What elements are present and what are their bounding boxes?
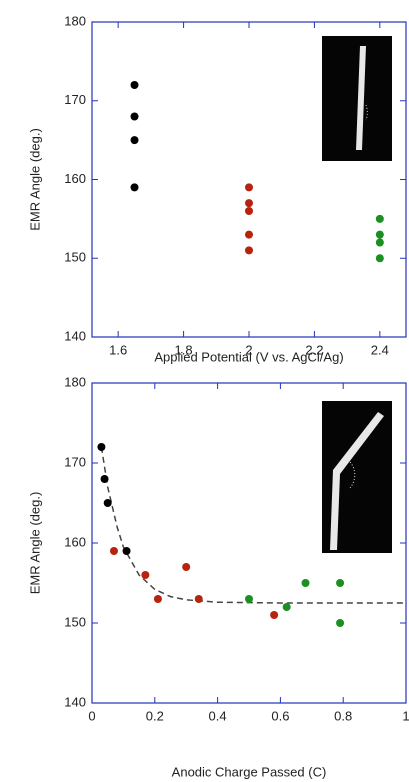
x-tick-label: 2.2 bbox=[305, 342, 323, 357]
point bbox=[103, 499, 112, 507]
fit-curve bbox=[100, 446, 406, 604]
y-tick-label: 150 bbox=[64, 250, 86, 265]
point bbox=[194, 595, 203, 603]
x-tick-label: 1 bbox=[402, 708, 409, 723]
point bbox=[301, 579, 310, 587]
point bbox=[245, 207, 253, 215]
x-tick-label: 0.4 bbox=[209, 708, 227, 723]
y-tick-label: 140 bbox=[64, 694, 86, 709]
x-tick-label: 0.6 bbox=[271, 708, 289, 723]
y-tick-label: 170 bbox=[64, 454, 86, 469]
y-tick-label: 170 bbox=[64, 92, 86, 107]
point bbox=[375, 214, 384, 223]
point bbox=[375, 230, 384, 239]
point bbox=[97, 443, 106, 451]
x-tick-label: 2.4 bbox=[371, 342, 389, 357]
point bbox=[109, 547, 118, 555]
point bbox=[130, 81, 139, 89]
y-tick-label: 180 bbox=[64, 374, 86, 389]
point bbox=[182, 563, 191, 571]
point bbox=[336, 619, 345, 627]
y-tick-label: 160 bbox=[64, 171, 86, 186]
point bbox=[130, 136, 139, 145]
x-axis-label: Applied Potential (V vs. AgCl/Ag) bbox=[154, 349, 343, 364]
point bbox=[270, 611, 279, 619]
point bbox=[336, 579, 345, 587]
point bbox=[130, 183, 139, 192]
point bbox=[153, 595, 162, 603]
point bbox=[245, 246, 253, 255]
point bbox=[245, 595, 253, 603]
point bbox=[282, 603, 291, 611]
point bbox=[375, 254, 384, 263]
y-tick-label: 160 bbox=[64, 534, 86, 549]
point bbox=[130, 112, 139, 121]
x-tick-label: 0 bbox=[88, 708, 95, 723]
point bbox=[122, 547, 131, 555]
inset-photo bbox=[322, 401, 392, 553]
x-tick-label: 1.6 bbox=[109, 342, 127, 357]
point bbox=[245, 199, 253, 208]
inset-photo bbox=[322, 36, 392, 161]
point bbox=[375, 238, 384, 247]
point bbox=[141, 571, 150, 579]
chart: 140 150 160 170 180 1.6 1.8 2 2.2 2.4 Applied Pote… bbox=[27, 13, 407, 364]
point bbox=[245, 230, 253, 239]
x-tick-label: 0.2 bbox=[146, 708, 164, 723]
x-tick-label: 2 bbox=[245, 342, 252, 357]
y-axis-label: EMR Angle (deg.) bbox=[27, 128, 42, 231]
x-tick-label: 1.8 bbox=[175, 342, 193, 357]
y-axis-label: EMR Angle (deg.) bbox=[27, 492, 42, 595]
y-tick-label: 140 bbox=[64, 328, 86, 343]
point bbox=[100, 475, 109, 483]
point bbox=[245, 183, 253, 192]
y-tick-label: 180 bbox=[64, 13, 86, 28]
x-axis-label: Anodic Charge Passed (C) bbox=[172, 764, 327, 779]
x-tick-label: 0.8 bbox=[334, 708, 352, 723]
y-tick-label: 150 bbox=[64, 614, 86, 629]
chart: 140 150 160 170 180 0 0.2 0.4 0.6 0.8 1 Anodic Char… bbox=[27, 374, 409, 779]
